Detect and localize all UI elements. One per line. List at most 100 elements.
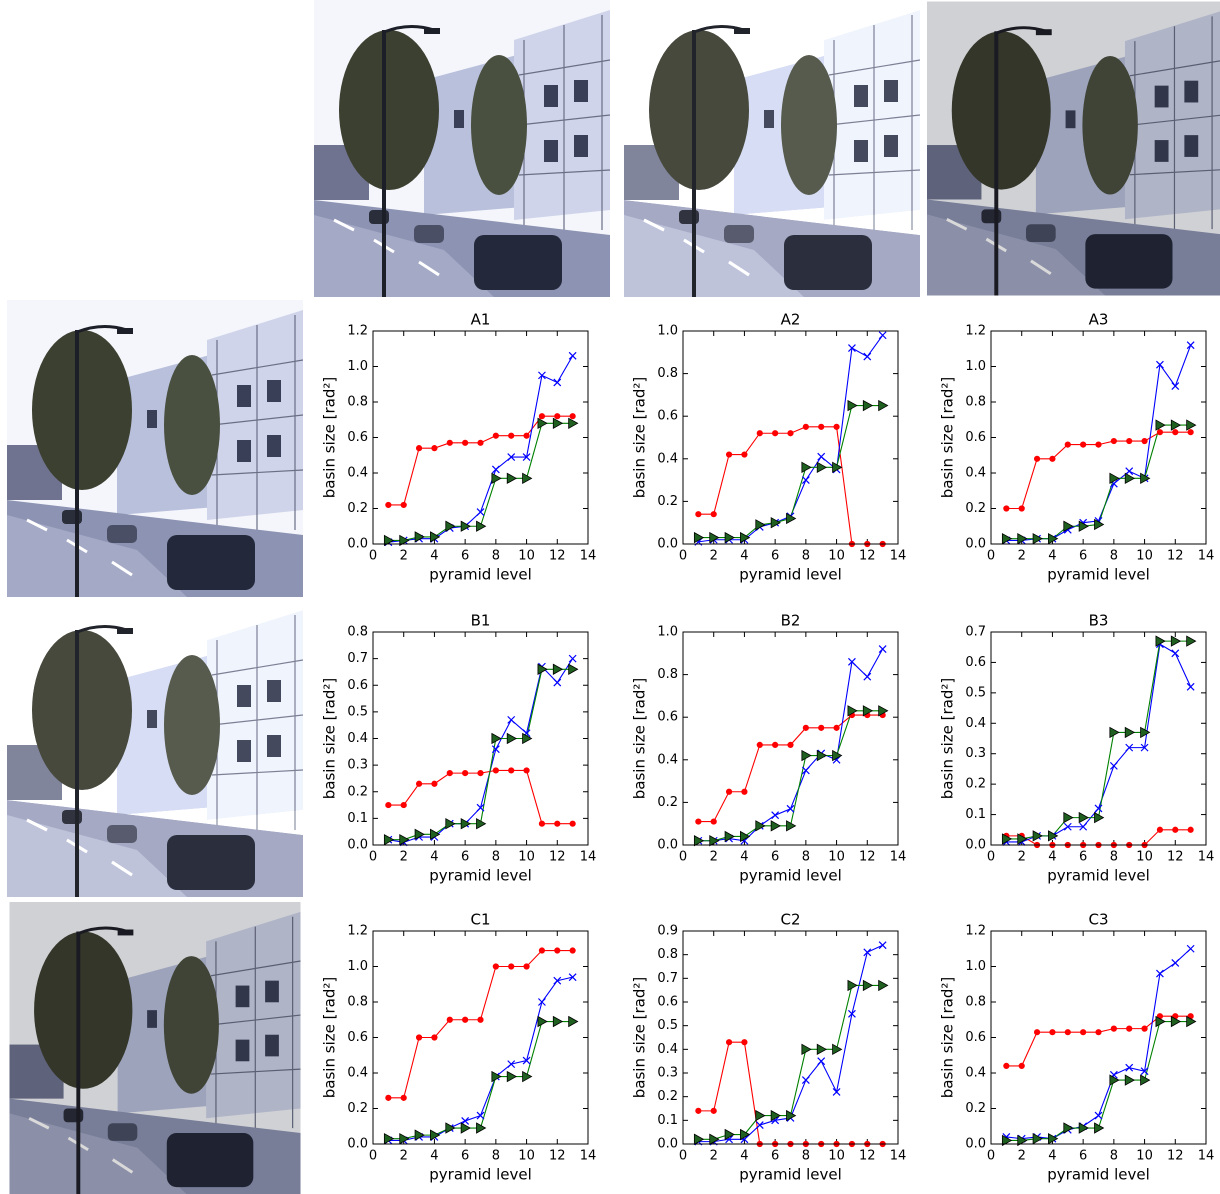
y-tick-label: 0.2 <box>347 784 368 799</box>
marker <box>787 741 794 748</box>
plot-area <box>683 632 898 845</box>
marker <box>832 749 843 762</box>
x-tick-label: 6 <box>1079 549 1087 564</box>
marker <box>1018 505 1025 512</box>
marker <box>1048 830 1059 842</box>
marker <box>476 520 487 532</box>
marker <box>460 818 471 830</box>
y-tick-label: 0.2 <box>347 501 368 516</box>
marker <box>1109 761 1118 770</box>
marker <box>569 413 576 420</box>
marker <box>1172 826 1179 833</box>
marker <box>537 417 548 429</box>
marker <box>772 430 779 437</box>
x-tick-label: 10 <box>518 850 535 865</box>
marker <box>816 1043 828 1056</box>
marker <box>460 520 471 532</box>
marker <box>1187 826 1194 833</box>
axes-frame <box>372 330 589 545</box>
marker <box>1170 1015 1182 1028</box>
x-tick-label: 4 <box>740 549 748 564</box>
marker <box>523 432 530 439</box>
x-axis-label: pyramid level <box>739 566 842 584</box>
marker <box>741 788 748 795</box>
photo <box>7 902 303 1194</box>
marker <box>770 820 781 832</box>
x-tick-label: 2 <box>1018 1149 1026 1164</box>
y-tick-label: 0.7 <box>657 971 678 986</box>
axes-frame <box>372 631 589 846</box>
marker <box>1187 429 1194 436</box>
marker <box>1063 520 1074 532</box>
x-tick-label: 10 <box>1136 1149 1153 1164</box>
marker <box>709 531 720 544</box>
x-tick-label: 2 <box>1018 850 1026 865</box>
marker <box>385 801 392 809</box>
marker <box>569 947 576 954</box>
marker <box>1078 1122 1089 1134</box>
x-tick-label: 12 <box>549 850 566 865</box>
x-tick-label: 8 <box>492 549 500 564</box>
marker <box>491 1070 502 1083</box>
marker <box>491 745 500 754</box>
x-tick-label: 14 <box>580 1149 597 1164</box>
y-tick-label: 0.7 <box>347 651 368 666</box>
marker <box>430 828 441 841</box>
marker <box>553 378 562 387</box>
marker <box>399 1133 410 1145</box>
y-tick-label: 0.4 <box>657 451 678 466</box>
marker <box>568 351 577 360</box>
marker <box>569 820 576 827</box>
chart-title: A1 <box>471 311 491 329</box>
x-tick-label: 2 <box>710 549 718 564</box>
marker <box>802 724 809 731</box>
marker <box>848 344 856 352</box>
marker <box>709 1133 720 1145</box>
x-tick-label: 0 <box>369 1149 377 1164</box>
marker <box>725 788 733 795</box>
marker <box>506 472 518 485</box>
axes-frame <box>372 930 589 1145</box>
marker <box>693 835 705 847</box>
marker <box>878 941 887 950</box>
plot-area <box>991 931 1206 1144</box>
y-tick-label: 0.2 <box>657 1089 678 1104</box>
x-axis-label: pyramid level <box>429 566 532 584</box>
x-tick-label: 4 <box>430 1149 438 1164</box>
x-tick-label: 0 <box>987 549 995 564</box>
marker <box>1140 726 1151 739</box>
marker <box>1125 1063 1134 1072</box>
y-tick-label: 0.5 <box>347 704 368 719</box>
marker <box>724 531 735 544</box>
marker <box>772 741 779 748</box>
marker <box>1033 1029 1041 1036</box>
x-tick-label: 6 <box>461 549 469 564</box>
x-tick-label: 2 <box>400 850 408 865</box>
marker <box>1080 441 1087 448</box>
x-tick-label: 12 <box>549 549 566 564</box>
marker <box>476 508 485 516</box>
y-tick-label: 1.2 <box>347 924 368 939</box>
marker <box>1140 743 1149 752</box>
marker <box>863 352 872 361</box>
marker <box>1171 649 1180 658</box>
marker <box>1186 682 1195 691</box>
y-tick-label: 0.0 <box>965 537 986 552</box>
marker <box>1018 1062 1025 1070</box>
marker <box>786 512 797 525</box>
marker <box>1155 1015 1166 1028</box>
marker <box>446 1016 453 1023</box>
x-tick-label: 4 <box>740 1149 748 1164</box>
marker <box>431 445 438 452</box>
marker <box>755 1121 764 1129</box>
marker <box>445 520 456 532</box>
y-tick-label: 0.8 <box>347 625 368 640</box>
plot-area <box>683 331 898 544</box>
marker <box>476 1122 487 1134</box>
x-tick-label: 14 <box>1198 549 1215 564</box>
marker <box>506 732 518 745</box>
y-tick-label: 0.8 <box>657 667 678 682</box>
axes-frame <box>682 631 899 846</box>
y-tick-label: 0.6 <box>657 710 678 725</box>
marker <box>1095 441 1102 448</box>
